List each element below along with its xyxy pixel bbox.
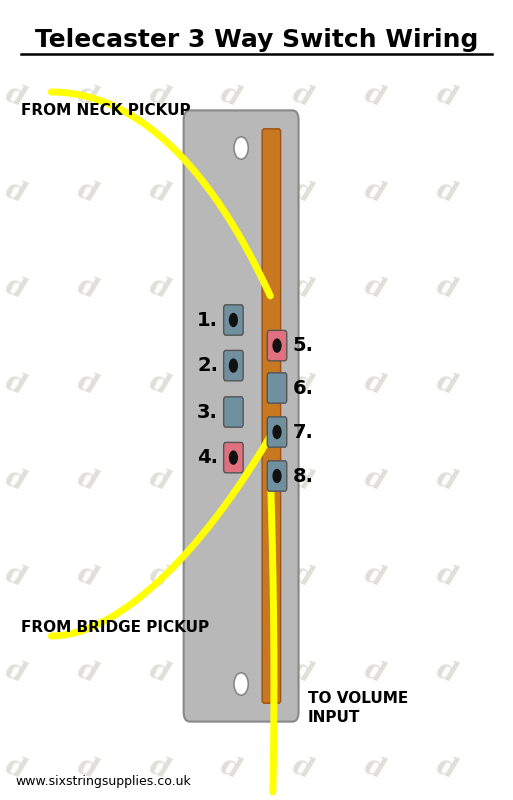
- Text: d: d: [289, 464, 317, 496]
- Text: d: d: [217, 80, 245, 112]
- FancyBboxPatch shape: [267, 330, 287, 361]
- Text: d: d: [2, 272, 29, 304]
- FancyBboxPatch shape: [267, 417, 287, 447]
- FancyBboxPatch shape: [262, 129, 281, 703]
- Text: d: d: [145, 560, 173, 592]
- Text: d: d: [217, 752, 245, 784]
- Text: FROM NECK PICKUP: FROM NECK PICKUP: [21, 103, 190, 118]
- Text: d: d: [145, 464, 173, 496]
- Circle shape: [229, 358, 238, 373]
- Text: d: d: [361, 656, 388, 688]
- Text: d: d: [432, 176, 460, 208]
- FancyBboxPatch shape: [267, 461, 287, 491]
- Text: d: d: [73, 176, 101, 208]
- Text: d: d: [432, 368, 460, 400]
- FancyBboxPatch shape: [224, 397, 243, 427]
- Text: 3.: 3.: [197, 402, 218, 422]
- Circle shape: [272, 469, 282, 483]
- Text: 4.: 4.: [197, 448, 218, 467]
- Text: d: d: [145, 80, 173, 112]
- Text: d: d: [432, 80, 460, 112]
- Circle shape: [272, 338, 282, 353]
- FancyBboxPatch shape: [184, 110, 299, 722]
- Text: www.sixstringsupplies.co.uk: www.sixstringsupplies.co.uk: [15, 775, 191, 788]
- Text: d: d: [217, 368, 245, 400]
- Text: d: d: [2, 176, 29, 208]
- Text: 5.: 5.: [292, 336, 313, 355]
- Text: d: d: [2, 560, 29, 592]
- Text: d: d: [361, 368, 388, 400]
- Text: d: d: [289, 272, 317, 304]
- Text: d: d: [217, 272, 245, 304]
- Text: 6.: 6.: [292, 378, 313, 398]
- Text: Telecaster 3 Way Switch Wiring: Telecaster 3 Way Switch Wiring: [35, 28, 478, 52]
- Text: d: d: [2, 656, 29, 688]
- Text: d: d: [432, 272, 460, 304]
- Text: d: d: [361, 176, 388, 208]
- Text: d: d: [2, 80, 29, 112]
- Text: d: d: [432, 560, 460, 592]
- Text: d: d: [289, 656, 317, 688]
- Text: d: d: [217, 176, 245, 208]
- Text: d: d: [217, 560, 245, 592]
- Text: d: d: [432, 752, 460, 784]
- Circle shape: [272, 425, 282, 439]
- Text: d: d: [289, 176, 317, 208]
- Text: 7.: 7.: [292, 422, 313, 442]
- Text: d: d: [73, 656, 101, 688]
- Text: d: d: [73, 464, 101, 496]
- FancyBboxPatch shape: [267, 373, 287, 403]
- Text: d: d: [145, 656, 173, 688]
- Text: d: d: [73, 272, 101, 304]
- Text: d: d: [289, 80, 317, 112]
- Text: d: d: [73, 368, 101, 400]
- Text: d: d: [217, 464, 245, 496]
- Text: d: d: [361, 464, 388, 496]
- Text: d: d: [73, 560, 101, 592]
- Text: d: d: [361, 560, 388, 592]
- Text: d: d: [432, 464, 460, 496]
- Text: d: d: [2, 752, 29, 784]
- Text: 1.: 1.: [197, 310, 218, 330]
- Text: d: d: [73, 80, 101, 112]
- Text: d: d: [217, 656, 245, 688]
- Text: d: d: [289, 752, 317, 784]
- Text: d: d: [361, 752, 388, 784]
- Circle shape: [234, 137, 248, 159]
- Text: 8.: 8.: [292, 466, 313, 486]
- Text: d: d: [361, 80, 388, 112]
- Text: d: d: [289, 560, 317, 592]
- Text: 2.: 2.: [197, 356, 218, 375]
- Text: d: d: [361, 272, 388, 304]
- Text: d: d: [432, 656, 460, 688]
- FancyBboxPatch shape: [224, 305, 243, 335]
- FancyBboxPatch shape: [224, 442, 243, 473]
- Text: d: d: [2, 368, 29, 400]
- Text: d: d: [289, 368, 317, 400]
- Circle shape: [234, 673, 248, 695]
- Text: d: d: [145, 176, 173, 208]
- FancyBboxPatch shape: [224, 350, 243, 381]
- Text: d: d: [145, 368, 173, 400]
- Text: d: d: [73, 752, 101, 784]
- Text: d: d: [145, 752, 173, 784]
- Text: d: d: [2, 464, 29, 496]
- Text: TO VOLUME
INPUT: TO VOLUME INPUT: [308, 690, 408, 726]
- Circle shape: [229, 450, 238, 465]
- Circle shape: [229, 313, 238, 327]
- Text: FROM BRIDGE PICKUP: FROM BRIDGE PICKUP: [21, 621, 209, 635]
- Text: d: d: [145, 272, 173, 304]
